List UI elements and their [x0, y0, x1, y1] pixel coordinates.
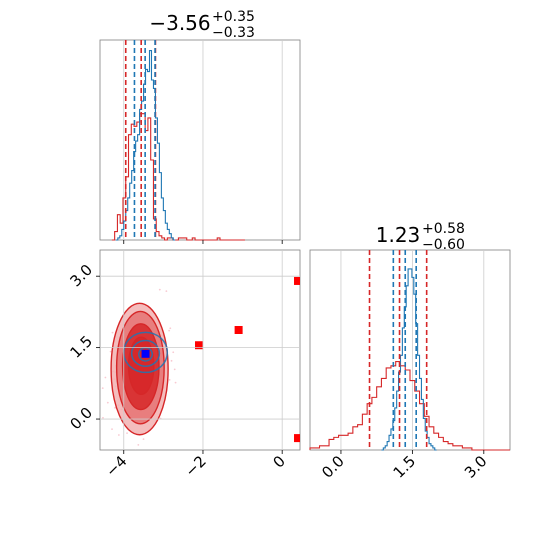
panel-1d-param1-grid	[123, 40, 283, 240]
param2-plus-err: +0.58	[422, 221, 465, 237]
scatter-point	[101, 387, 104, 389]
param2-minus-err: −0.60	[422, 237, 465, 253]
panel-1d-param2-frame	[309, 249, 511, 451]
param2-x-ticklabel-1: 1.5	[390, 452, 420, 482]
red-marker-2	[294, 276, 300, 285]
param1-hist-red	[111, 113, 245, 241]
panel-1d-param1: −3.56 +0.35 −0.33	[99, 9, 301, 244]
y-ticklabel-0: 0.0	[66, 404, 96, 434]
panel-2d-frame	[99, 249, 301, 451]
scatter-point	[109, 350, 112, 353]
scatter-point	[126, 432, 128, 435]
scatter-point	[114, 406, 116, 409]
scatter-point	[165, 290, 168, 293]
scatter-point	[142, 438, 145, 441]
param2-x-ticklabel-2: 3.0	[461, 452, 491, 482]
y-ticklabel-1: 1.5	[66, 332, 96, 362]
scatter-point	[102, 416, 104, 419]
scatter-point	[173, 368, 176, 371]
panel-2d-grid	[100, 250, 300, 450]
panel-1d-param2: 0.0 1.5 3.0 1.23 +0.58 −0.60	[309, 221, 511, 482]
red-marker-0	[195, 341, 204, 350]
panel-1d-param2-title: 1.23	[376, 223, 421, 247]
scatter-point	[134, 449, 137, 450]
scatter-point	[168, 378, 171, 381]
panel-1d-param1-quantiles	[124, 40, 157, 240]
panel-2d-param1-param2: −4 −2 0 0.0 1.5 3.0	[66, 249, 301, 480]
panel-1d-param1-ticks	[123, 240, 283, 244]
scatter-point	[170, 359, 173, 362]
red-marker-3	[294, 434, 300, 443]
param2-hist-blue	[381, 268, 437, 451]
scatter-point	[137, 443, 140, 446]
x-ticklabel-2: 0	[270, 452, 289, 471]
x-ticklabel-0: −4	[102, 452, 130, 480]
x-ticklabel-1: −2	[181, 452, 209, 480]
scatter-point	[169, 327, 172, 330]
blue-marker-center	[141, 349, 150, 358]
panel-1d-param2-grid	[340, 250, 485, 450]
scatter-point	[172, 351, 175, 354]
red-marker-1	[234, 326, 243, 334]
param1-median: −3.56	[149, 11, 210, 35]
param1-plus-err: +0.35	[212, 9, 255, 25]
scatter-point	[117, 434, 120, 436]
scatter-point	[174, 381, 177, 384]
param2-x-ticklabel-0: 0.0	[318, 452, 348, 482]
y-ticklabel-2: 3.0	[66, 261, 96, 291]
scatter-point	[106, 401, 109, 404]
panel-2d-content	[101, 276, 300, 450]
panel-1d-param2-ticks: 0.0 1.5 3.0	[318, 450, 491, 482]
panel-1d-param2-quantiles	[368, 250, 428, 450]
scatter-point	[104, 376, 107, 379]
blue-contour-1	[130, 339, 161, 367]
scatter-point	[111, 428, 113, 431]
scatter-point	[168, 329, 171, 332]
panel-1d-param1-frame	[99, 39, 301, 241]
panel-1d-param1-title: −3.56	[149, 11, 210, 35]
scatter-point	[158, 288, 161, 291]
param2-median: 1.23	[376, 223, 421, 247]
param2-hist-red	[309, 361, 510, 451]
panel-1d-param2-histograms	[309, 268, 510, 451]
param1-minus-err: −0.33	[212, 25, 255, 41]
panel-1d-param1-histograms	[111, 49, 245, 241]
scatter-point	[111, 331, 114, 334]
